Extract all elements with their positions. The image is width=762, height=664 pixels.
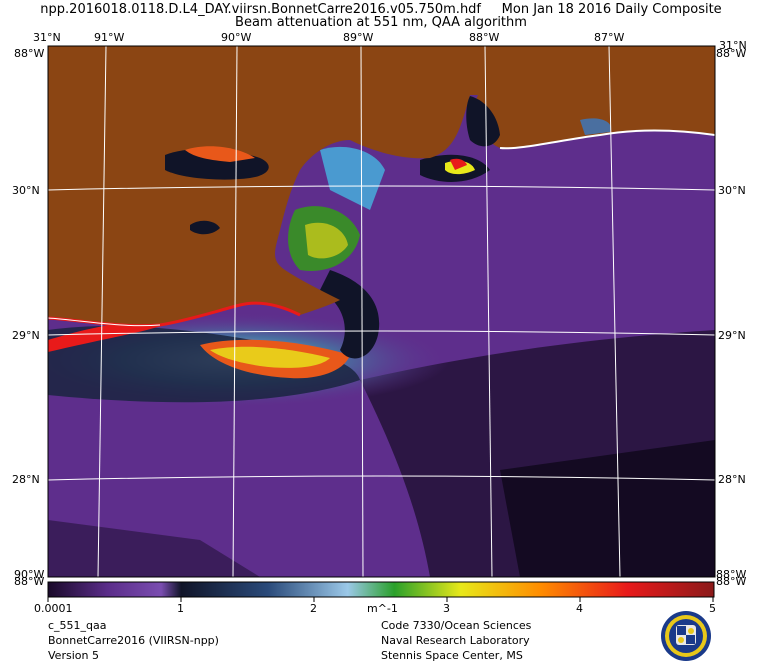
top-label-4: 88°W [469, 31, 500, 44]
footer-left-dataset: BonnetCarre2016 (VIIRSN-npp) [48, 634, 219, 647]
footer-right-location: Stennis Space Center, MS [381, 649, 523, 662]
footer-left-product: c_551_qaa [48, 619, 107, 632]
colorbar-label-4: 4 [576, 602, 583, 615]
colorbar-label-5: 5 [709, 602, 716, 615]
left-lat-30: 30°N [12, 184, 40, 197]
top-label-1: 91°W [94, 31, 125, 44]
colorbar-label-2: 2 [310, 602, 317, 615]
top-label-6: 31°N [719, 39, 747, 52]
top-label-3: 89°W [343, 31, 374, 44]
nrl-seal-logo [661, 611, 711, 661]
map-panel [48, 46, 715, 577]
left-lat-28: 28°N [12, 473, 40, 486]
footer-right-lab: Naval Research Laboratory [381, 634, 530, 647]
left-lat-29: 29°N [12, 329, 40, 342]
corner-label-bottom-left: 90°W [14, 568, 45, 581]
colorbar-label-3: 3 [443, 602, 450, 615]
footer-left-version: Version 5 [48, 649, 99, 662]
footer-right-code: Code 7330/Ocean Sciences [381, 619, 532, 632]
title-line-2: Beam attenuation at 551 nm, QAA algorith… [235, 15, 527, 30]
top-label-0: 31°N [33, 31, 61, 44]
graticule [48, 46, 715, 577]
colorbar-ticks [47, 597, 714, 602]
corner-label-top-right: 88°W [716, 47, 747, 60]
colorbar-label-1: 1 [177, 602, 184, 615]
colorbar-unit: m^-1 [367, 602, 398, 615]
corner-label-top-left: 88°W [14, 47, 45, 60]
colorbar-label-min: 0.0001 [34, 602, 73, 615]
top-label-5: 87°W [594, 31, 625, 44]
right-lat-28: 28°N [718, 473, 746, 486]
top-label-2: 90°W [221, 31, 252, 44]
bottom-label-0: 88°W [14, 575, 45, 588]
corner-label-bottom-right: 88°W [716, 568, 747, 581]
bottom-label-1: 88°W [716, 575, 747, 588]
right-lat-30: 30°N [718, 184, 746, 197]
title-line-1: npp.2016018.0118.D.L4_DAY.viirsn.BonnetC… [40, 2, 722, 17]
map-frame [47, 45, 716, 578]
right-lat-29: 29°N [718, 329, 746, 342]
mobile-bay [466, 96, 500, 147]
land-area [48, 46, 715, 326]
colorbar [48, 582, 714, 597]
